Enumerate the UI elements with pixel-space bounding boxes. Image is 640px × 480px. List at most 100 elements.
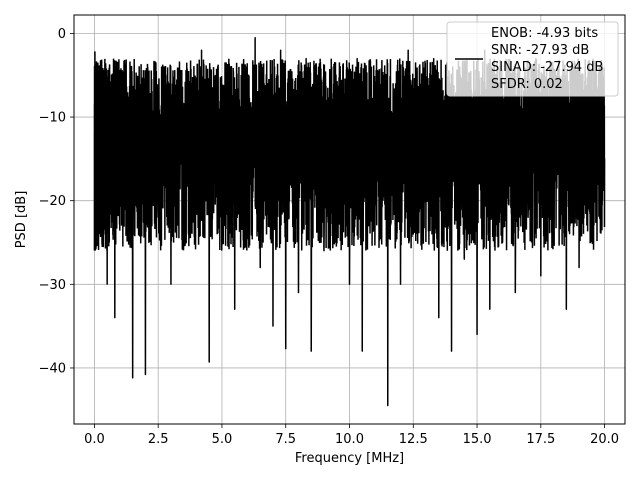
x-tick-label: 7.5	[275, 432, 296, 447]
psd-data-point	[98, 82, 101, 85]
psd-data-point	[514, 292, 516, 294]
x-tick-label: 0.0	[84, 432, 105, 447]
psd-data-point	[132, 377, 134, 379]
psd-data-point	[489, 308, 491, 311]
psd-data-point	[578, 266, 580, 269]
legend-box	[446, 21, 619, 97]
psd-data-point	[94, 51, 96, 53]
psd-data-point	[272, 325, 274, 327]
x-axis-label: Frequency [MHz]	[295, 451, 404, 466]
psd-data-point	[323, 250, 325, 252]
psd-data-point	[387, 404, 389, 407]
psd-data-point	[241, 108, 243, 110]
psd-data-point	[433, 57, 435, 60]
psd-data-point	[463, 258, 465, 260]
psd-data-point	[343, 99, 345, 101]
psd-data-point	[175, 116, 177, 118]
psd-data-point	[496, 99, 499, 101]
psd-data-point	[565, 308, 567, 311]
psd-data-point	[246, 200, 249, 202]
psd-data-point	[399, 283, 402, 285]
psd-data-point	[183, 233, 185, 235]
psd-data-point	[476, 333, 478, 336]
y-tick-label: −10	[39, 111, 66, 126]
psd-data-point	[420, 116, 422, 118]
psd-data-point	[331, 66, 333, 68]
y-axis-ticks: 0 −10 −20 −30 −40	[39, 27, 74, 376]
psd-data-point	[280, 49, 282, 51]
psd-data-point	[471, 124, 473, 127]
psd-data-point	[382, 74, 384, 76]
x-tick-label: 5.0	[212, 432, 233, 447]
psd-data-point	[124, 200, 126, 202]
legend: ENOB: -4.93 bits SNR: -27.93 dB SINAD: -…	[446, 21, 619, 97]
x-tick-label: 20.0	[590, 432, 619, 447]
psd-data-point	[438, 317, 440, 319]
psd-data-point	[200, 49, 203, 51]
psd-data-point	[591, 200, 593, 202]
psd-data-point	[603, 158, 606, 160]
psd-data-point	[195, 191, 198, 193]
psd-data-point	[93, 133, 96, 135]
psd-data-point	[109, 91, 111, 93]
x-tick-label: 12.5	[399, 432, 428, 447]
psd-data-point	[292, 116, 294, 118]
psd-data-point	[297, 292, 300, 294]
psd-data-point	[394, 108, 397, 110]
x-tick-label: 17.5	[526, 432, 555, 447]
psd-data-point	[234, 308, 236, 311]
psd-data-point	[374, 208, 376, 210]
x-tick-label: 2.5	[148, 432, 169, 447]
psd-data-point	[501, 241, 504, 244]
psd-data-point	[208, 361, 210, 363]
psd-data-point	[285, 348, 287, 350]
x-tick-label: 15.0	[463, 432, 492, 447]
psd-data-point	[336, 225, 338, 227]
psd-data-point	[144, 374, 147, 376]
psd-data-point	[95, 99, 97, 101]
psd-data-point	[527, 216, 529, 219]
psd-data-point	[165, 74, 167, 76]
psd-data-point	[96, 158, 98, 160]
psd-data-point	[369, 133, 371, 135]
psd-data-point	[119, 133, 121, 135]
x-tick-label: 10.0	[335, 432, 364, 447]
psd-data-point	[412, 233, 414, 235]
psd-data-point	[361, 350, 363, 352]
psd-data-point	[221, 216, 223, 219]
psd-data-point	[450, 350, 453, 352]
psd-data-point	[522, 108, 524, 110]
legend-snr: SNR: -27.93 dB	[491, 43, 589, 58]
psd-data-point	[318, 124, 320, 127]
psd-data-point	[586, 116, 588, 118]
psd-data-point	[547, 133, 550, 135]
psd-data-point	[139, 158, 141, 160]
psd-data-point	[104, 124, 106, 127]
y-tick-label: −20	[39, 194, 66, 209]
psd-data-point	[310, 350, 312, 352]
legend-sfdr: SFDR: 0.02	[491, 77, 563, 92]
psd-data-point	[213, 99, 215, 101]
legend-enob: ENOB: -4.93 bits	[491, 26, 598, 41]
psd-data-point	[305, 57, 307, 60]
psd-data-point	[190, 82, 192, 85]
psd-data-point	[425, 191, 427, 193]
psd-data-point	[157, 216, 159, 219]
psd-data-point	[106, 283, 108, 285]
psd-data-point	[356, 57, 358, 60]
psd-data-point	[114, 317, 116, 319]
y-tick-label: −40	[39, 361, 66, 376]
psd-data-point	[552, 233, 555, 235]
psd-data-point	[267, 82, 269, 85]
psd-data-point	[348, 283, 351, 285]
y-tick-label: 0	[58, 27, 66, 42]
psd-data-point	[101, 241, 103, 244]
psd-data-point	[540, 275, 542, 277]
psd-data-point	[254, 36, 256, 39]
y-axis-label: PSD [dB]	[14, 191, 29, 249]
psd-data-point	[229, 66, 231, 68]
x-axis-ticks: 0.0 2.5 5.0 7.5 10.0 12.5 15.0 17.5 20.0	[84, 424, 619, 447]
psd-data-point	[259, 266, 261, 269]
psd-data-point	[407, 49, 409, 51]
